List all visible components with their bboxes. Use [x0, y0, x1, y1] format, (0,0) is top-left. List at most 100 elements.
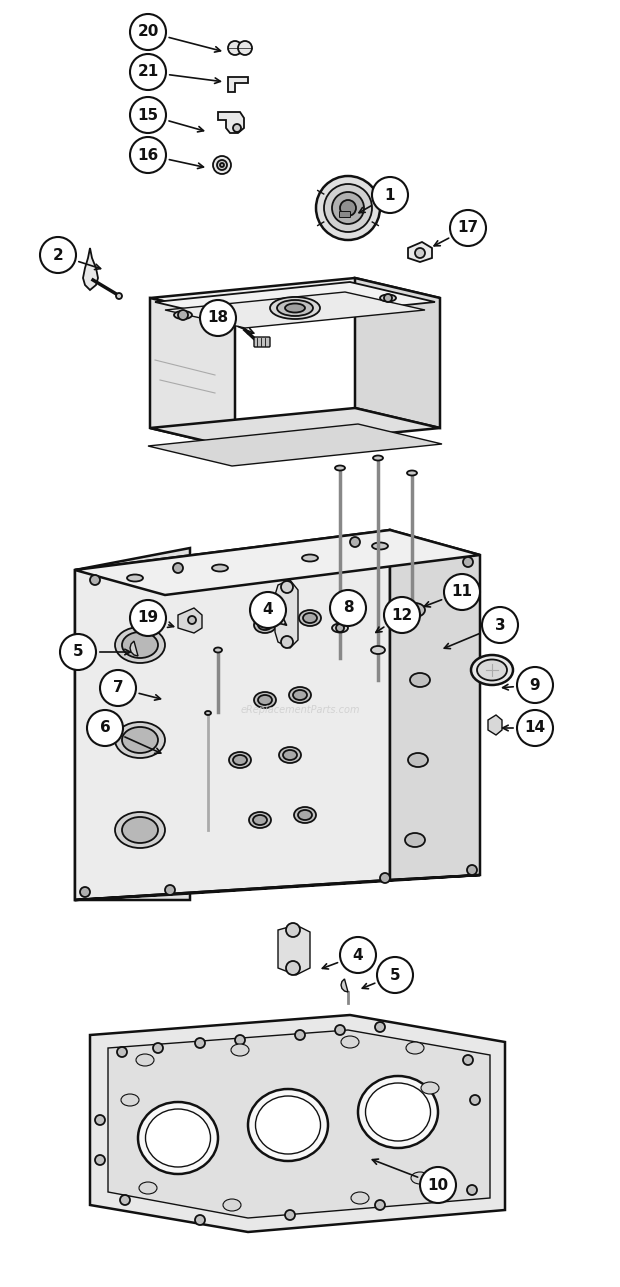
- Ellipse shape: [122, 817, 158, 843]
- Ellipse shape: [229, 752, 251, 768]
- Ellipse shape: [223, 1199, 241, 1211]
- Polygon shape: [178, 607, 202, 633]
- Ellipse shape: [279, 746, 301, 763]
- Circle shape: [450, 210, 486, 246]
- Circle shape: [517, 710, 553, 746]
- Text: 21: 21: [138, 64, 159, 80]
- Ellipse shape: [249, 812, 271, 828]
- Polygon shape: [165, 292, 425, 328]
- Circle shape: [130, 600, 166, 636]
- FancyBboxPatch shape: [254, 337, 270, 347]
- Circle shape: [95, 1154, 105, 1165]
- Ellipse shape: [139, 1181, 157, 1194]
- Ellipse shape: [146, 1109, 211, 1167]
- Ellipse shape: [174, 311, 192, 319]
- Ellipse shape: [302, 555, 318, 561]
- Circle shape: [372, 178, 408, 214]
- Text: 1: 1: [385, 188, 396, 202]
- Polygon shape: [155, 282, 435, 322]
- Polygon shape: [130, 641, 138, 656]
- Circle shape: [238, 41, 252, 55]
- Ellipse shape: [421, 1082, 439, 1094]
- Circle shape: [120, 1196, 130, 1205]
- Ellipse shape: [231, 1044, 249, 1057]
- Ellipse shape: [299, 610, 321, 625]
- Ellipse shape: [303, 613, 317, 623]
- Ellipse shape: [335, 466, 345, 471]
- Circle shape: [444, 574, 480, 610]
- Text: 5: 5: [390, 968, 401, 982]
- Circle shape: [188, 616, 196, 624]
- Ellipse shape: [138, 1102, 218, 1174]
- Circle shape: [90, 575, 100, 586]
- Circle shape: [470, 1095, 480, 1106]
- Polygon shape: [150, 408, 440, 448]
- Circle shape: [173, 562, 183, 573]
- Circle shape: [250, 592, 286, 628]
- Circle shape: [130, 54, 166, 90]
- Ellipse shape: [254, 616, 276, 633]
- Circle shape: [286, 923, 300, 937]
- Circle shape: [332, 192, 364, 224]
- Circle shape: [335, 1024, 345, 1035]
- Polygon shape: [75, 875, 480, 900]
- Ellipse shape: [122, 727, 158, 753]
- Polygon shape: [228, 77, 248, 91]
- Ellipse shape: [205, 710, 211, 716]
- Circle shape: [377, 958, 413, 994]
- Text: eReplacementParts.com: eReplacementParts.com: [241, 705, 360, 716]
- Ellipse shape: [372, 543, 388, 550]
- Ellipse shape: [122, 632, 158, 658]
- Ellipse shape: [408, 753, 428, 767]
- Polygon shape: [488, 716, 502, 735]
- Ellipse shape: [410, 673, 430, 687]
- Polygon shape: [108, 1030, 490, 1218]
- Circle shape: [375, 1199, 385, 1210]
- Circle shape: [384, 597, 420, 633]
- FancyBboxPatch shape: [340, 211, 350, 218]
- Text: 9: 9: [529, 677, 540, 692]
- Circle shape: [350, 537, 360, 547]
- Polygon shape: [408, 242, 432, 263]
- Ellipse shape: [233, 755, 247, 764]
- Ellipse shape: [293, 690, 307, 700]
- Circle shape: [235, 1035, 245, 1045]
- Circle shape: [117, 1048, 127, 1057]
- Text: 19: 19: [138, 610, 159, 625]
- Text: 18: 18: [208, 310, 229, 326]
- Circle shape: [330, 589, 366, 625]
- Text: 20: 20: [137, 24, 159, 40]
- Polygon shape: [275, 580, 298, 647]
- Polygon shape: [355, 278, 440, 429]
- Circle shape: [60, 634, 96, 671]
- Circle shape: [165, 885, 175, 894]
- Text: 14: 14: [525, 721, 546, 735]
- Polygon shape: [75, 548, 190, 900]
- Circle shape: [217, 160, 227, 170]
- Ellipse shape: [115, 627, 165, 663]
- Circle shape: [178, 310, 188, 320]
- Circle shape: [130, 136, 166, 172]
- Circle shape: [285, 1210, 295, 1220]
- Text: 10: 10: [427, 1178, 448, 1193]
- Text: 4: 4: [263, 602, 273, 618]
- Ellipse shape: [270, 297, 320, 319]
- Text: 17: 17: [458, 220, 479, 236]
- Circle shape: [340, 199, 356, 216]
- Ellipse shape: [371, 646, 385, 654]
- Text: 11: 11: [451, 584, 472, 600]
- Polygon shape: [390, 530, 480, 880]
- Ellipse shape: [351, 1192, 369, 1205]
- Ellipse shape: [115, 722, 165, 758]
- Circle shape: [517, 667, 553, 703]
- Ellipse shape: [212, 565, 228, 571]
- Circle shape: [116, 293, 122, 299]
- Ellipse shape: [115, 812, 165, 848]
- Text: 3: 3: [495, 618, 505, 632]
- Ellipse shape: [121, 1094, 139, 1106]
- Circle shape: [281, 580, 293, 593]
- Polygon shape: [150, 299, 235, 448]
- Polygon shape: [148, 423, 442, 466]
- Circle shape: [463, 557, 473, 568]
- Ellipse shape: [406, 1042, 424, 1054]
